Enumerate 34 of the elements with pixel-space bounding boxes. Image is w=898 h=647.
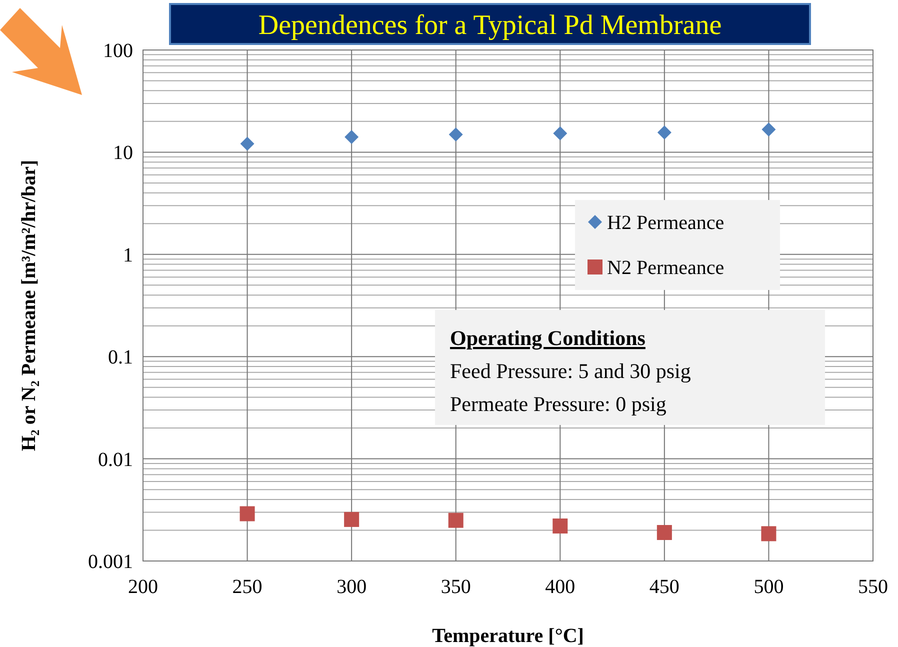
point xyxy=(657,125,672,140)
x-tick-label: 500 xyxy=(754,576,784,598)
x-tick-label: 450 xyxy=(649,576,680,598)
point xyxy=(344,130,359,144)
point xyxy=(240,136,254,151)
x-axis-title: Temperature [°C] xyxy=(432,625,584,647)
point xyxy=(761,526,776,542)
y-tick-label: 0.01 xyxy=(98,448,133,471)
y-tick-label: 0.1 xyxy=(108,346,133,369)
legend-label: H2 Permeance xyxy=(607,212,724,234)
y-tick-label: 100 xyxy=(103,40,133,62)
point xyxy=(448,512,464,528)
legend-label: N2 Permeance xyxy=(607,257,724,279)
chart-title: Dependences for a Typical Pd Membrane xyxy=(258,10,722,41)
y-axis-title: H₂ or N₂ Permeane [m³/m²/hr/bar] xyxy=(18,160,40,452)
annotation: Feed Pressure: 5 and 30 psig xyxy=(450,359,692,383)
y-tick-label: 0.001 xyxy=(88,551,133,573)
point xyxy=(656,525,672,540)
x-tick-label: 550 xyxy=(858,576,888,598)
y-tick-label: 10 xyxy=(113,142,133,164)
x-tick-label: 200 xyxy=(128,576,158,598)
annotation: Permeate Pressure: 0 psig xyxy=(450,392,667,416)
annotation: Operating Conditions xyxy=(450,326,646,350)
point xyxy=(240,506,255,522)
x-tick-label: 300 xyxy=(336,576,367,598)
x-tick-label: 400 xyxy=(545,576,576,598)
point xyxy=(553,126,568,140)
x-tick-label: 250 xyxy=(232,576,262,598)
point xyxy=(344,512,360,527)
point xyxy=(448,128,463,142)
x-tick-label: 350 xyxy=(440,576,471,598)
point xyxy=(762,122,776,136)
y-tick-label: 1 xyxy=(123,244,133,266)
point xyxy=(552,518,568,534)
